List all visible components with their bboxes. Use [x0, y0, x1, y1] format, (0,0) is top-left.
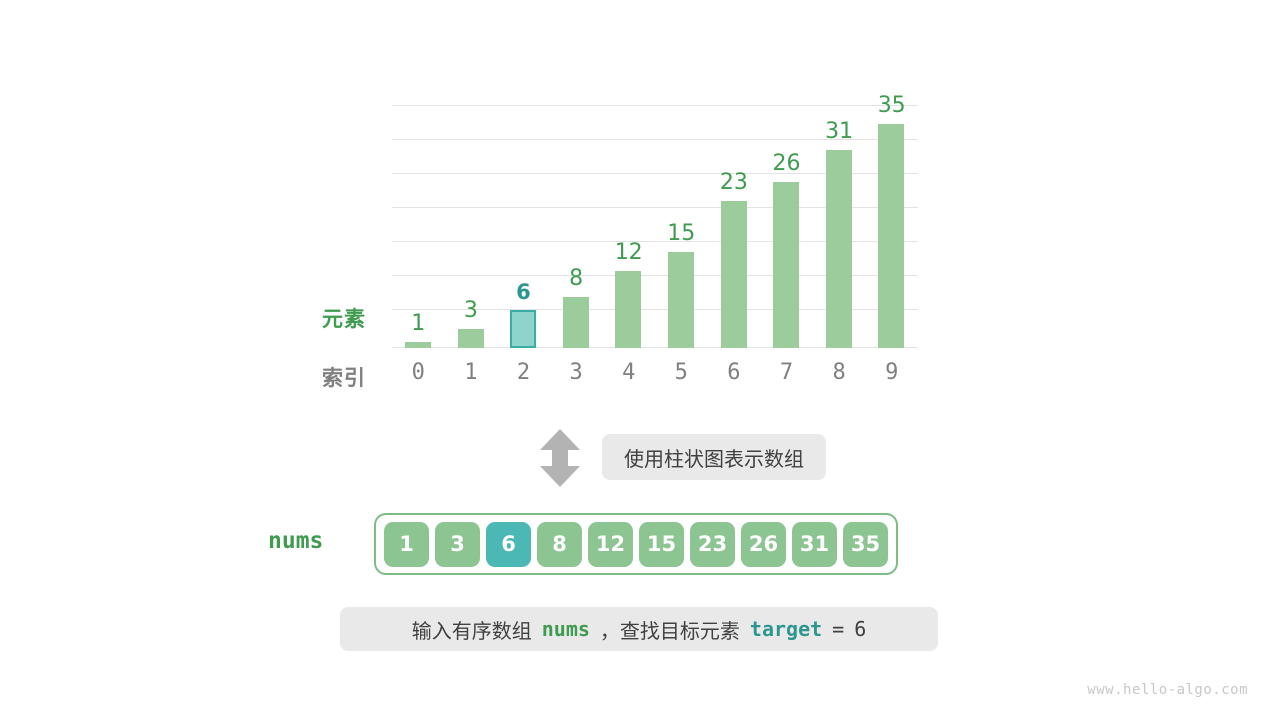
bar — [562, 296, 589, 348]
gridline — [392, 207, 918, 208]
chart-gridlines — [392, 105, 918, 348]
watermark: www.hello-algo.com — [1087, 682, 1248, 698]
chart-index-axis: 0 1 2 3 4 5 6 7 8 9 — [392, 360, 918, 390]
bar-slot: 12 — [602, 105, 655, 348]
index-axis-label: 1 — [464, 360, 478, 385]
gridline — [392, 347, 918, 348]
index-axis-label: 4 — [622, 360, 636, 385]
index-axis-label: 3 — [569, 360, 583, 385]
transition-row: 使用柱状图表示数组 — [0, 425, 1280, 491]
bottom-caption-chip: 输入有序数组 nums ，查找目标元素 target = 6 — [340, 607, 938, 651]
array-cell[interactable]: 12 — [588, 521, 633, 567]
gridline — [392, 139, 918, 140]
array-cell[interactable]: 3 — [435, 521, 480, 567]
index-axis-label: 8 — [832, 360, 846, 385]
bar — [405, 341, 431, 348]
array-cell[interactable]: 35 — [843, 521, 888, 567]
bar-highlighted — [510, 309, 537, 348]
array-variable-label: nums — [268, 528, 324, 554]
index-axis-label: 0 — [411, 360, 425, 385]
array-container: 1 3 6 8 12 15 23 26 31 35 — [374, 513, 898, 575]
array-cell[interactable]: 26 — [741, 521, 786, 567]
bar-value-label: 8 — [569, 265, 584, 291]
array-cell-highlighted[interactable]: 6 — [486, 521, 531, 567]
gridline — [392, 275, 918, 276]
transition-caption-chip: 使用柱状图表示数组 — [602, 434, 826, 480]
transition-caption-text: 使用柱状图表示数组 — [624, 446, 804, 471]
bar-slot: 15 — [655, 105, 708, 348]
bar-value-label: 1 — [411, 310, 426, 336]
array-cell[interactable]: 1 — [384, 521, 429, 567]
bar-value-label: 23 — [719, 169, 748, 195]
bar-slot: 1 — [392, 105, 445, 348]
index-axis-label: 7 — [779, 360, 794, 385]
gridline — [392, 309, 918, 310]
bar-slot: 31 — [813, 105, 866, 348]
caption-part2: ，查找目标元素 — [599, 618, 740, 643]
bar-slot: 26 — [760, 105, 813, 348]
index-axis-label: 5 — [674, 360, 688, 385]
element-row-label: 元素 — [322, 307, 366, 331]
caption-var-nums: nums — [541, 617, 590, 641]
caption-equals: = — [832, 617, 845, 641]
array-row: nums 1 3 6 8 12 15 23 26 31 35 — [0, 508, 1280, 580]
bar-value-label: 3 — [463, 297, 478, 323]
bar-slot: 23 — [708, 105, 761, 348]
bar — [457, 328, 484, 348]
chart-bars: 1 3 6 8 12 15 23 26 31 35 — [392, 93, 918, 348]
caption-var-target: target — [749, 617, 823, 641]
bar — [825, 149, 852, 348]
bar — [615, 271, 642, 348]
array-cell[interactable]: 15 — [639, 521, 684, 567]
gridline — [392, 173, 918, 174]
bar-value-label: 26 — [772, 150, 801, 176]
bar-value-label: 12 — [614, 240, 643, 266]
gridline — [392, 241, 918, 242]
bar-value-label: 31 — [825, 118, 854, 144]
bar-slot: 8 — [550, 105, 603, 348]
index-axis-label: 2 — [516, 360, 531, 385]
bar — [878, 124, 905, 348]
bar-slot: 6 — [497, 105, 550, 348]
caption-part1: 输入有序数组 — [411, 618, 532, 643]
bar-value-label: 35 — [877, 93, 906, 119]
bar — [773, 181, 800, 348]
bar-slot: 3 — [445, 105, 498, 348]
array-cell[interactable]: 8 — [537, 521, 582, 567]
gridline — [392, 105, 918, 106]
caption-target-value: 6 — [854, 617, 867, 641]
bar — [720, 200, 747, 348]
index-axis-label: 9 — [885, 360, 899, 385]
array-cell[interactable]: 31 — [792, 521, 837, 567]
bar-value-label: 15 — [667, 221, 696, 247]
bar-slot: 35 — [865, 93, 918, 348]
up-down-arrow-icon — [540, 429, 580, 487]
bar-value-label: 6 — [516, 279, 531, 304]
index-axis-label: 6 — [727, 360, 741, 385]
index-row-label: 索引 — [322, 366, 366, 390]
bar — [668, 252, 694, 348]
array-cell[interactable]: 23 — [690, 521, 735, 567]
